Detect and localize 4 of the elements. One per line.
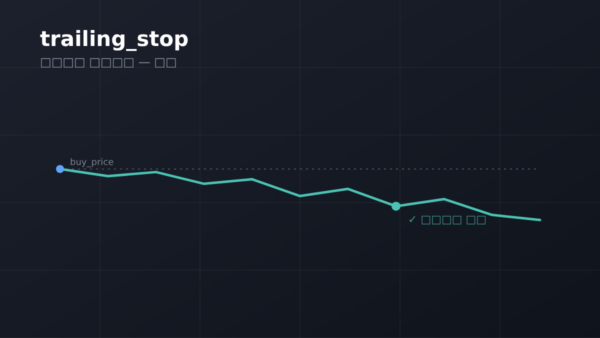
chart-subtitle: □□□□ □□□□ — □□ <box>40 55 177 69</box>
chart-title: trailing_stop <box>40 27 189 51</box>
annotation: ✓ □□□□ □□ <box>408 213 487 226</box>
ref-line-label: buy_price <box>70 158 114 168</box>
